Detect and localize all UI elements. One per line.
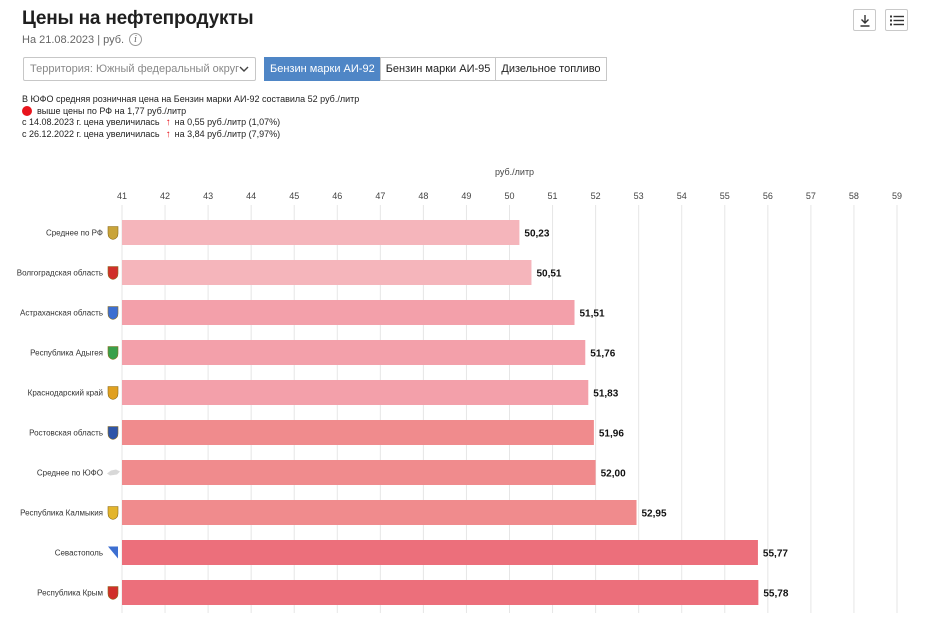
- category-label: Республика Крым: [37, 589, 103, 598]
- emblem-crimea-icon: [107, 586, 119, 600]
- summary-notes: В ЮФО средняя розничная цена на Бензин м…: [22, 94, 359, 140]
- territory-select-value: Территория: Южный федеральный округ: [30, 63, 240, 75]
- list-icon: [889, 15, 904, 25]
- category-label: Республика Калмыкия: [20, 509, 103, 518]
- x-tick-label: 53: [634, 191, 644, 201]
- value-label: 50,23: [524, 229, 549, 240]
- value-label: 50,51: [536, 269, 561, 280]
- bar: [122, 300, 575, 325]
- x-tick-label: 49: [461, 191, 471, 201]
- value-label: 52,95: [642, 509, 667, 520]
- date-subtitle: На 21.08.2023 | руб. i: [22, 33, 143, 46]
- emblem-rf-icon: [107, 226, 119, 240]
- note-week-change: с 14.08.2023 г. цена увеличилась ↑ на 0,…: [22, 117, 359, 129]
- x-tick-label: 59: [892, 191, 902, 201]
- territory-select[interactable]: Территория: Южный федеральный округ: [23, 57, 256, 81]
- category-label: Среднее по ЮФО: [37, 469, 103, 478]
- emblem-adygea-icon: [107, 346, 119, 360]
- category-label: Севастополь: [55, 549, 103, 558]
- bar: [122, 460, 596, 485]
- x-tick-label: 45: [289, 191, 299, 201]
- bar: [122, 220, 520, 245]
- value-label: 51,51: [580, 309, 605, 320]
- fuel-tabs: Бензин марки АИ-92 Бензин марки АИ-95 Ди…: [264, 57, 607, 81]
- x-tick-label: 54: [677, 191, 687, 201]
- red-indicator-icon: [22, 106, 32, 117]
- tab-diesel[interactable]: Дизельное топливо: [495, 57, 607, 81]
- x-tick-label: 41: [117, 191, 127, 201]
- x-tick-label: 46: [332, 191, 342, 201]
- arrow-up-icon: ↑: [165, 117, 171, 128]
- x-tick-label: 58: [849, 191, 859, 201]
- bar: [122, 420, 594, 445]
- bar-chart: 41 42 43 44 45 46 47 48 49 50 51 52 53 54 55 56 57 58 59 50…: [17, 191, 902, 613]
- x-tick-label: 43: [203, 191, 213, 201]
- bar: [122, 340, 586, 365]
- value-label: 51,96: [599, 429, 624, 440]
- x-tick-label: 48: [418, 191, 428, 201]
- category-label: Республика Адыгея: [30, 349, 103, 358]
- x-tick-label: 55: [720, 191, 730, 201]
- category-label: Астраханская область: [20, 309, 103, 318]
- note-year-change: с 26.12.2022 г. цена увеличилась ↑ на 3,…: [22, 129, 359, 141]
- emblem-rostov-icon: [107, 426, 119, 440]
- x-tick-label: 56: [763, 191, 773, 201]
- flag-sevastopol-icon: [108, 546, 118, 559]
- map-ufo-icon: [107, 469, 120, 476]
- value-label: 51,83: [593, 389, 618, 400]
- arrow-up-icon: ↑: [165, 128, 171, 140]
- emblem-volgograd-icon: [107, 266, 119, 280]
- emblem-krasnodar-icon: [107, 386, 119, 400]
- bar: [122, 260, 532, 285]
- category-label: Волгоградская область: [17, 269, 103, 278]
- note-vs-rf: выше цены по РФ на 1,77 руб./литр: [5, 106, 359, 118]
- info-icon[interactable]: i: [129, 33, 143, 46]
- list-menu-button[interactable]: [885, 9, 908, 31]
- x-tick-label: 52: [591, 191, 601, 201]
- category-label: Краснодарский край: [28, 389, 103, 398]
- value-label: 52,00: [601, 469, 626, 480]
- value-label: 55,77: [763, 549, 788, 560]
- bar: [122, 500, 637, 525]
- x-tick-label: 42: [160, 191, 170, 201]
- x-tick-label: 44: [246, 191, 256, 201]
- x-tick-label: 50: [504, 191, 514, 201]
- download-icon: [860, 14, 869, 27]
- bar: [122, 380, 589, 405]
- bar: [122, 580, 759, 605]
- note-year-suffix: на 3,84 руб./литр (7,97%): [174, 128, 281, 139]
- note-year-prefix: с 26.12.2022 г. цена увеличилась: [22, 128, 160, 139]
- x-tick-label: 51: [548, 191, 558, 201]
- note-vs-rf-text: выше цены по РФ на 1,77 руб./литр: [37, 105, 187, 116]
- download-button[interactable]: [853, 9, 876, 31]
- category-label: Среднее по РФ: [46, 229, 103, 238]
- tab-ai92[interactable]: Бензин марки АИ-92: [264, 57, 381, 81]
- note-average: В ЮФО средняя розничная цена на Бензин м…: [22, 94, 360, 104]
- bar: [122, 540, 758, 565]
- value-label: 55,78: [763, 589, 788, 600]
- tab-ai95[interactable]: Бензин марки АИ-95: [379, 57, 497, 81]
- note-week-prefix: с 14.08.2023 г. цена увеличилась: [22, 117, 160, 127]
- value-label: 51,76: [590, 349, 615, 360]
- page-title: Цены на нефтепродукты: [22, 8, 254, 29]
- emblem-astrakhan-icon: [107, 306, 119, 320]
- chevron-down-icon: [239, 66, 249, 72]
- emblem-kalmykia-icon: [107, 506, 119, 520]
- category-label: Ростовская область: [29, 429, 103, 438]
- axis-unit-label: руб./литр: [495, 167, 535, 177]
- x-tick-label: 47: [375, 191, 385, 201]
- x-tick-label: 57: [806, 191, 816, 201]
- date-text: На 21.08.2023 | руб.: [22, 33, 125, 46]
- note-week-suffix: на 0,55 руб./литр (1,07%): [174, 117, 281, 127]
